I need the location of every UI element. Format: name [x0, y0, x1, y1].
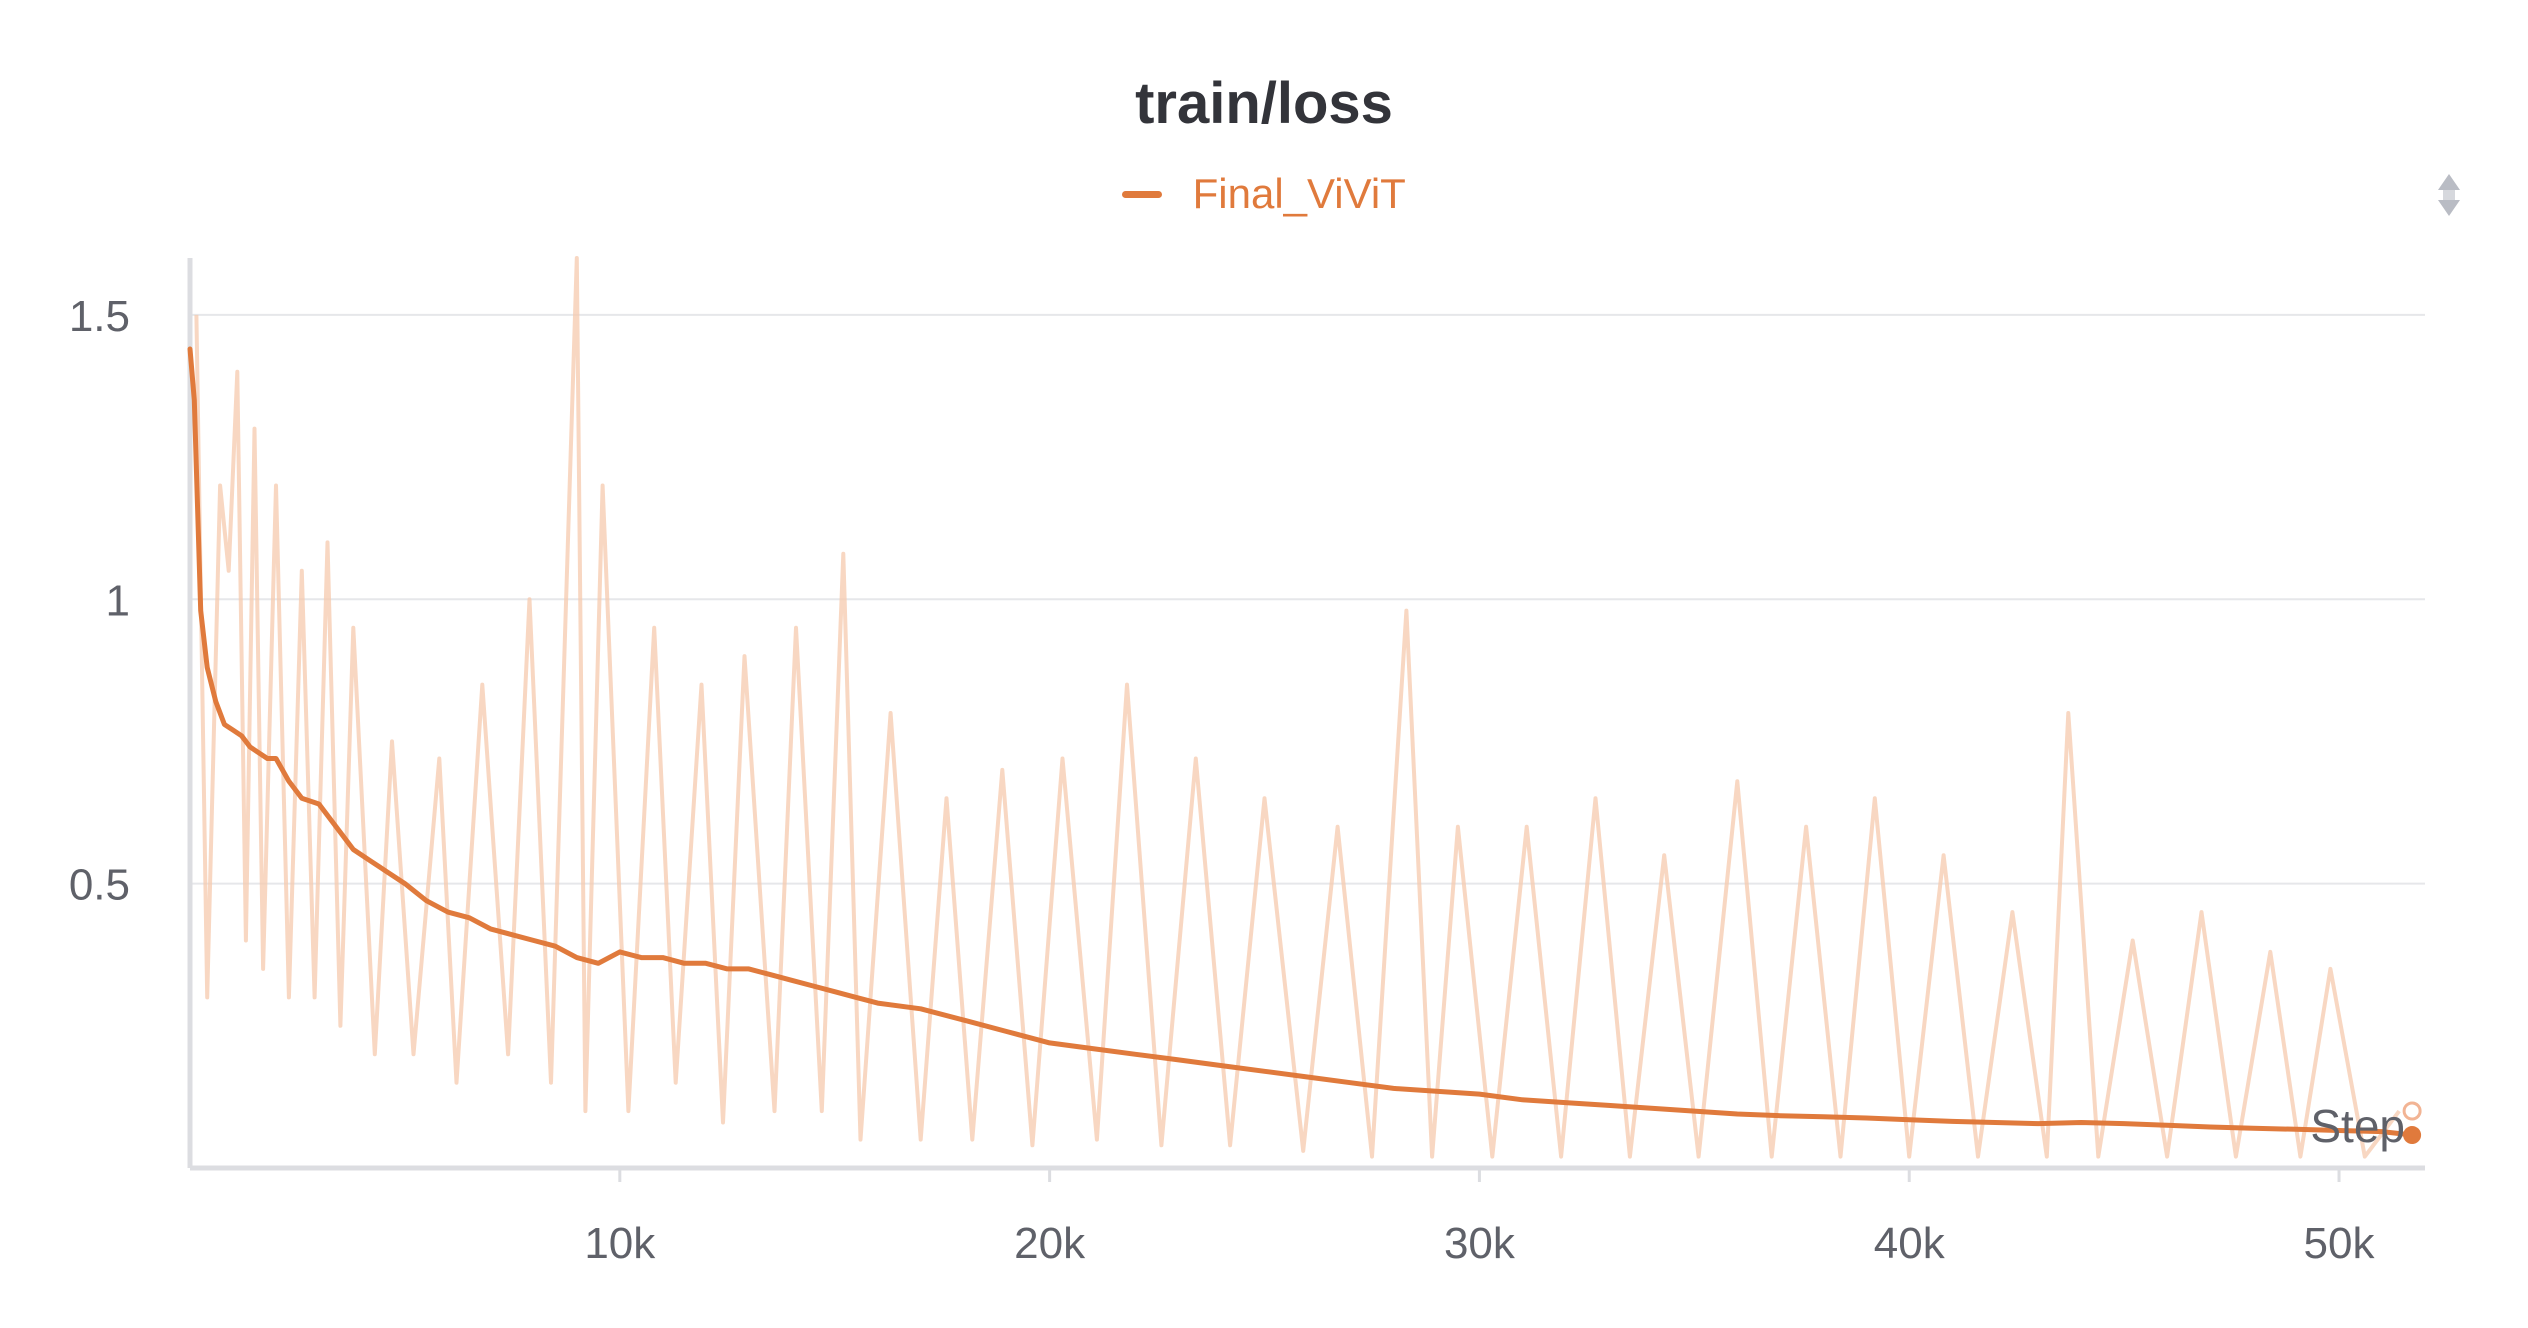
gridlines [190, 313, 2425, 885]
x-tick-label: 10k [584, 1219, 656, 1268]
scroll-arrows-icon[interactable] [2434, 170, 2464, 220]
raw-endpoint-dot [2402, 1101, 2422, 1121]
raw-series [194, 256, 2401, 1159]
y-tick-label: 1 [106, 576, 130, 625]
y-tick-label: 0.5 [69, 861, 130, 910]
x-tick-label: 40k [1874, 1219, 1946, 1268]
smoothed-endpoint-dot [2403, 1126, 2422, 1145]
x-axis-label: Step [2310, 1100, 2405, 1152]
x-tick-label: 20k [1014, 1219, 1086, 1268]
legend: Final_ViViT [0, 170, 2528, 218]
y-tick-label: 1.5 [69, 292, 130, 341]
x-tick-label: 30k [1444, 1219, 1516, 1268]
legend-label: Final_ViViT [1192, 170, 1406, 217]
legend-swatch [1122, 190, 1163, 198]
smoothed-series-line [187, 346, 2415, 1138]
endpoint-marks [2402, 1101, 2422, 1145]
chart-title: train/loss [1135, 71, 1393, 136]
x-tick-label: 50k [2304, 1219, 2376, 1268]
tick-labels: 0.5 1 1.5 10k 20k 30k 40k 50k Step [69, 292, 2405, 1268]
raw-series-line [194, 256, 2401, 1159]
axes [187, 258, 2425, 1182]
smoothed-series [187, 346, 2415, 1138]
